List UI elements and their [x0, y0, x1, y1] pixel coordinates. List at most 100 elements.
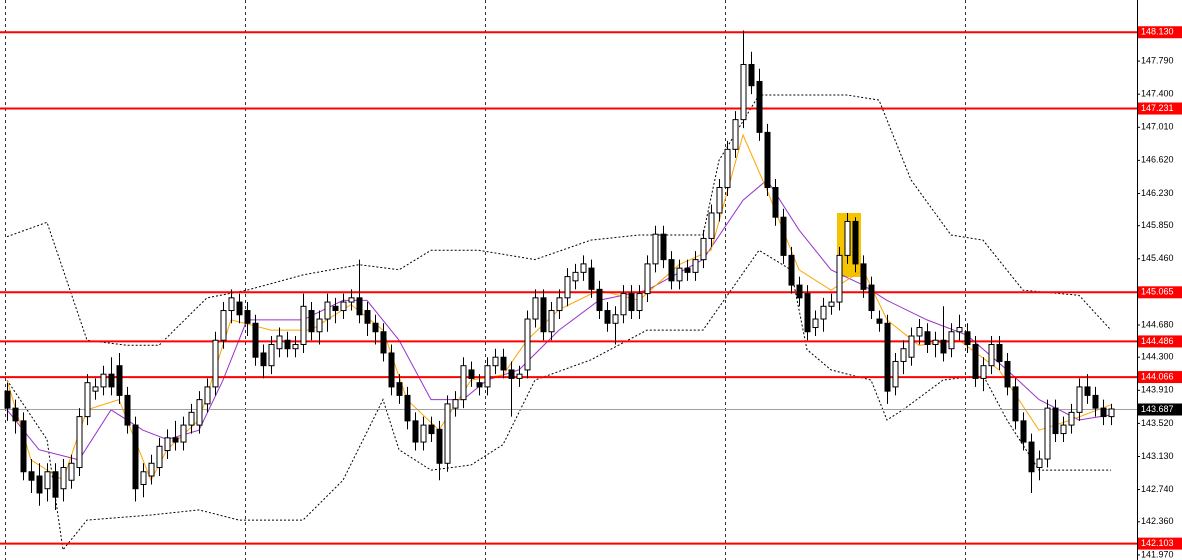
candle-body — [620, 293, 627, 316]
candle-body — [676, 267, 683, 282]
candle-body — [948, 331, 955, 350]
candle-body — [12, 407, 19, 422]
candle-body — [836, 254, 843, 303]
level-tag — [1138, 537, 1182, 550]
candle-body — [508, 369, 515, 379]
candle-body — [204, 386, 211, 405]
candle-body — [180, 424, 187, 443]
candle-body — [820, 305, 827, 320]
candle-body — [428, 424, 435, 435]
y-tick-label: 143.130 — [1141, 451, 1174, 461]
candle-body — [1004, 360, 1011, 388]
candle-body — [132, 424, 139, 490]
candle-body — [860, 263, 867, 290]
candle-body — [20, 420, 27, 473]
candle-body — [884, 322, 891, 392]
candle-body — [388, 352, 395, 388]
candle-body — [404, 394, 411, 422]
candle-body — [492, 356, 499, 367]
candle-body — [868, 284, 875, 312]
y-tick-label: 145.850 — [1141, 220, 1174, 230]
candle-body — [476, 382, 483, 388]
candle-body — [452, 399, 459, 409]
candle-body — [52, 471, 59, 498]
candle-body — [396, 382, 403, 396]
indicator-line — [6, 94, 1112, 346]
candle-body — [772, 187, 779, 218]
candle-body — [756, 80, 763, 133]
candle-body — [308, 310, 315, 333]
candle-body — [700, 237, 707, 261]
candle-body — [668, 259, 675, 282]
candle-body — [124, 394, 131, 426]
current-price-tag — [1138, 403, 1182, 416]
candle-body — [460, 365, 467, 401]
candle-body — [1084, 386, 1091, 396]
candle-body — [148, 462, 155, 477]
candle-body — [380, 331, 387, 354]
candle-body — [364, 310, 371, 324]
y-tick-label: 147.010 — [1141, 122, 1174, 132]
candle-body — [916, 327, 923, 337]
candle-body — [1068, 411, 1075, 426]
candle-body — [732, 119, 739, 150]
candle-body — [36, 475, 43, 494]
candle-body — [812, 318, 819, 329]
candle-body — [548, 310, 555, 333]
level-tag — [1138, 286, 1182, 299]
candle-body — [372, 322, 379, 333]
candle-body — [468, 369, 475, 379]
candle-body — [220, 310, 227, 341]
y-tick-label: 144.300 — [1141, 352, 1174, 362]
candle-body — [748, 63, 755, 87]
candle-body — [1108, 408, 1115, 418]
candle-body — [636, 293, 643, 312]
candle-body — [500, 356, 507, 371]
level-tag — [1138, 371, 1182, 384]
candle-body — [764, 131, 771, 189]
candle-body — [588, 267, 595, 290]
candle-body — [196, 399, 203, 426]
price-axis-labels: 147.790 147.400 147.010 146.620 146.230 145.8… — [1137, 26, 1182, 559]
candle-body — [268, 343, 275, 367]
candle-body — [4, 390, 11, 409]
candle-body — [684, 267, 691, 273]
candle-body — [332, 305, 339, 312]
candle-body — [292, 343, 299, 350]
candle-body — [988, 343, 995, 367]
candle-body — [876, 318, 883, 324]
candle-body — [844, 220, 851, 256]
candle-body — [780, 216, 787, 256]
candle-body — [1076, 386, 1083, 413]
candle-body — [612, 314, 619, 324]
candle-body — [564, 276, 571, 299]
level-tag — [1138, 102, 1182, 115]
candle-body — [172, 437, 179, 443]
candle-body — [348, 297, 355, 303]
candle-body — [964, 331, 971, 345]
level-label: 144.486 — [1141, 336, 1174, 346]
candle-body — [284, 339, 291, 350]
candle-body — [100, 373, 107, 388]
candle-body — [1044, 407, 1051, 460]
candle-body — [1012, 386, 1019, 422]
y-tick-label: 146.230 — [1141, 188, 1174, 198]
candle-body — [796, 284, 803, 299]
candle-body — [324, 301, 331, 320]
candle-body — [740, 63, 747, 121]
candle-body — [156, 445, 163, 469]
level-label: 144.066 — [1141, 371, 1174, 381]
candle-body — [900, 348, 907, 362]
candle-body — [212, 339, 219, 388]
candle-body — [628, 293, 635, 312]
candle-body — [852, 220, 859, 265]
level-tag — [1138, 26, 1182, 39]
candle-body — [996, 343, 1003, 362]
candle-body — [116, 365, 123, 396]
candle-body — [1060, 424, 1067, 435]
candle-body — [644, 263, 651, 295]
level-label: 145.065 — [1141, 287, 1174, 297]
y-tick-label: 145.460 — [1141, 253, 1174, 263]
candle-body — [892, 360, 899, 388]
level-tag — [1138, 335, 1182, 348]
